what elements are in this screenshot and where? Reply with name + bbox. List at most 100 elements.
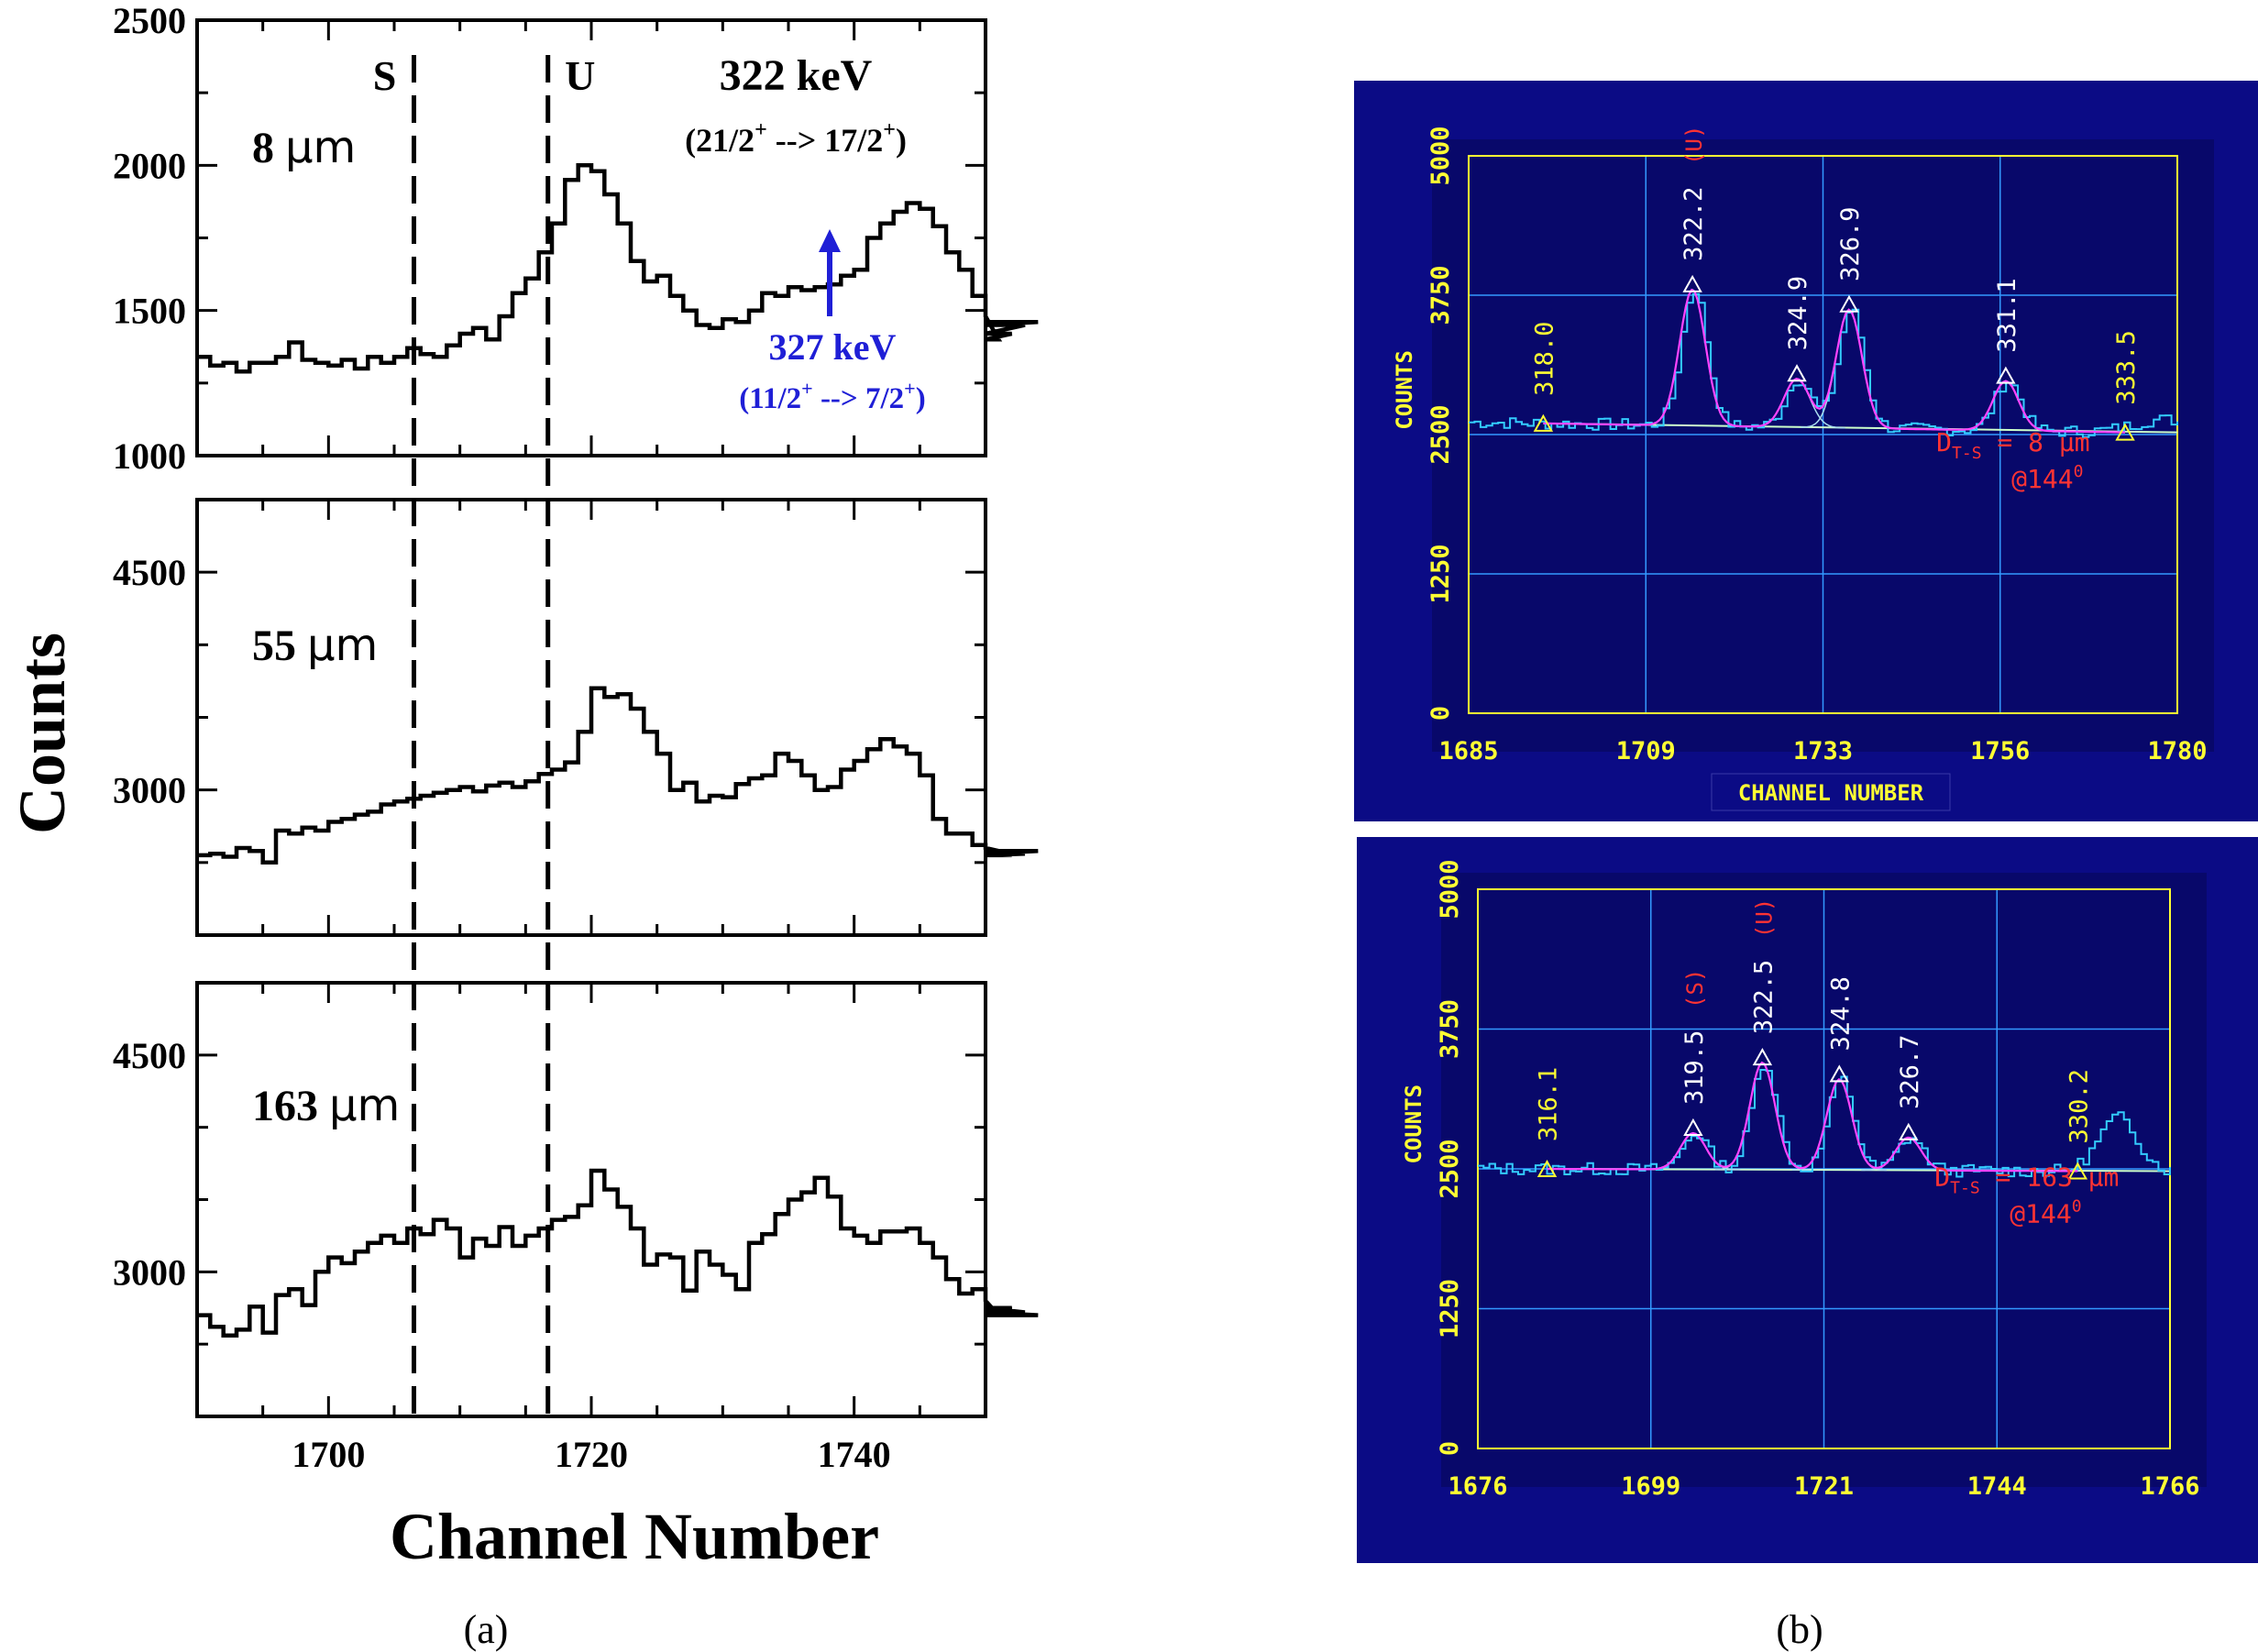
y-tick-label: 3000 [113,1251,186,1293]
y-tick-label: 4500 [113,1035,186,1076]
marker-label-S: S [373,52,397,99]
distance-label-sub: T-S [1952,444,1982,463]
y-tick-label: 3750 [1436,999,1464,1059]
peak-label: 326.7 [1896,1035,1924,1109]
caption-b: (b) [1776,1607,1823,1652]
subplot-label-value: 55 [252,622,307,670]
x-tick-label: 1699 [1621,1472,1680,1501]
background-marker [1533,413,1554,432]
panel-b-top: 1685 1709 1733 1756 1780 0 1250 2500 3750 5000 COU… [1354,81,2258,821]
x-tick-label: 1676 [1448,1472,1507,1501]
background-label: 316.1 [1535,1067,1563,1141]
y-tick-label: 4500 [113,552,186,593]
spectrum-series [1478,1069,2171,1178]
plot-axes [1468,155,2178,714]
y-tick-label: 0 [1426,706,1455,721]
subplot-label-unit: µm [307,620,378,671]
subplot-label-unit: µm [285,122,356,173]
x-tick-label: 1744 [1967,1472,2027,1501]
panel-a-xlabel: Channel Number [390,1500,879,1573]
distance-label: DT-S = 163 µm [1934,1162,2119,1197]
angle-label: @1440 [2011,462,2083,494]
y-tick-label: 2000 [113,145,186,186]
x-tick-label: 1720 [555,1434,628,1475]
x-tick-label: 1740 [818,1434,891,1475]
peak-marker [1682,274,1702,292]
peak-label: 322.5 [1749,960,1778,1034]
y-tick-label: 1250 [1436,1279,1464,1338]
y-tick-label: 3750 [1426,265,1455,325]
peak-marker [1752,1048,1773,1066]
panel-a-subplots: 1000 1500 2000 2500 8 µm 3000 4500 55 µm 3000 450… [113,0,1039,1418]
peak-322-label: 322 keV [720,51,873,100]
angle-label: @1440 [2010,1196,2081,1228]
y-tick-label: 3000 [113,770,186,811]
spectrum-series [1469,292,2178,438]
subplot-label: 8 µm [252,122,356,173]
x-tick-label: 1721 [1794,1472,1854,1501]
caption-a: (a) [464,1607,509,1652]
distance-label: DT-S = 8 µm [1936,427,2089,463]
marker-label-U: U [565,52,595,99]
x-tick-label: 1780 [2147,737,2207,765]
spectrum-series [197,1168,1039,1338]
peak-label: 322.2 [1680,187,1708,261]
peak-tag: (S) [1682,969,1708,1008]
peak-marker [1899,1122,1919,1140]
background-label: 330.2 [2065,1069,2093,1143]
peak-327-transition: (11/2+ --> 7/2+) [739,377,925,415]
total-fit [1543,288,2126,434]
peak-marker [1683,1118,1703,1136]
y-tick-label: 2500 [113,0,186,41]
y-tick-label: 5000 [1436,859,1464,919]
peak-label: 331.1 [1993,278,2021,352]
background-label: 318.0 [1530,322,1559,396]
y-tick-label: 1250 [1426,544,1455,603]
y-tick-label: 5000 [1426,126,1455,185]
panel-b: 1685 1709 1733 1756 1780 0 1250 2500 3750 5000 COU… [1354,81,2258,1652]
peak-322-transition: (21/2+ --> 17/2+) [685,118,907,159]
distance-label-value: = 163 µm [1980,1162,2120,1192]
panel-a-annotations: 322 keV (21/2+ --> 17/2+) 327 keV (11/2+… [685,51,926,415]
x-axis-label-box [1711,773,1951,811]
distance-label-sub: T-S [1950,1178,1980,1197]
x-tick-label: 1709 [1616,737,1676,765]
peak-327-label: 327 keV [769,326,897,368]
peak-label: 324.9 [1784,276,1812,350]
distance-label-d: D [1934,1162,1950,1192]
peak-label: 326.9 [1836,207,1865,281]
peak-327-arrowhead [819,229,841,252]
peak-tag: (U) [1681,126,1707,165]
angle-label-deg: 0 [2072,1196,2082,1216]
x-tick-label: 1685 [1438,737,1498,765]
angle-label-value: @144 [2010,1198,2071,1228]
peak-marker [1787,364,1807,382]
x-tick-label: 1756 [1970,737,2030,765]
y-tick-label: 1500 [113,291,186,332]
distance-label-value: = 8 µm [1982,427,2090,457]
y-tick-label: 2500 [1426,404,1455,464]
background-marker [2115,423,2135,441]
subplot-0: 1000 1500 2000 2500 8 µm [113,0,1039,477]
x-tick-label: 1700 [292,1434,365,1475]
peak-tag: (U) [1751,898,1777,938]
y-axis-label: COUNTS [1392,350,1417,430]
background-marker [2067,1162,2088,1180]
subplot-1: 3000 4500 55 µm [113,498,1039,937]
subplot-label: 163 µm [252,1080,400,1131]
y-axis-label: COUNTS [1401,1085,1426,1164]
distance-label-d: D [1936,427,1952,457]
x-tick-label: 1766 [2140,1472,2199,1501]
y-tick-label: 0 [1436,1441,1464,1456]
subplot-label: 55 µm [252,620,378,671]
background-label: 333.5 [2112,330,2141,404]
subplot-label-value: 163 [252,1082,329,1130]
panel-a: Counts Channel Number 1000 1500 2000 2500 8 … [6,0,1039,1652]
x-tick-label: 1733 [1793,737,1853,765]
total-fit [1547,1061,2078,1173]
peak-label: 319.5 [1680,1030,1709,1105]
peak-label: 324.8 [1826,976,1855,1051]
panel-a-xticks: 1700 1720 1740 [292,1434,890,1475]
